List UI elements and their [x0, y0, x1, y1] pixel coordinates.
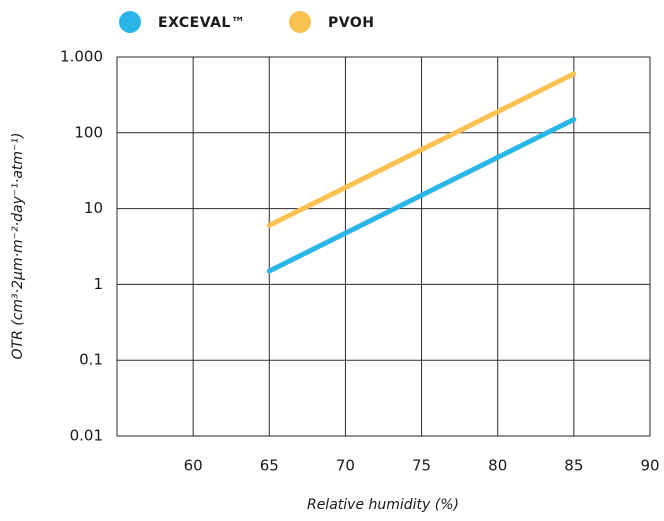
y-axis-title: OTR (cm³·2µm·m⁻²·day⁻¹·atm⁻¹) — [10, 133, 26, 360]
y-tick-label: 0.1 — [79, 351, 103, 369]
plot-border — [116, 56, 651, 437]
legend-label: EXCEVAL™ — [158, 15, 245, 31]
y-tick-label: 10 — [84, 199, 103, 217]
legend-label: PVOH — [328, 15, 374, 31]
x-tick-label: 70 — [336, 457, 355, 475]
y-tick-label: 1.000 — [60, 48, 103, 66]
x-tick-label: 60 — [184, 457, 203, 475]
x-tick-label: 85 — [564, 457, 583, 475]
y-tick-label: 0.01 — [70, 427, 103, 445]
legend-swatch — [289, 11, 311, 33]
x-tick-label: 90 — [640, 457, 659, 475]
x-axis-title: Relative humidity (%) — [307, 497, 459, 513]
series-line — [266, 116, 577, 274]
x-tick-label: 80 — [488, 457, 507, 475]
y-tick-label: 100 — [74, 123, 103, 141]
x-tick-label: 75 — [412, 457, 431, 475]
series-line — [266, 71, 577, 228]
y-tick-label: 1 — [93, 275, 103, 293]
legend-swatch — [119, 11, 141, 33]
x-tick-label: 65 — [260, 457, 279, 475]
